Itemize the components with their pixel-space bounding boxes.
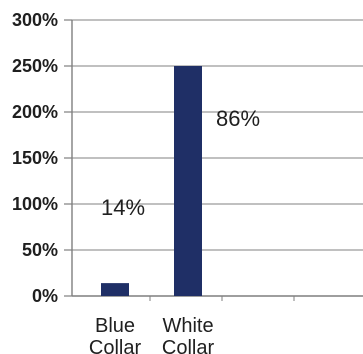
bar-1 bbox=[101, 283, 129, 296]
y-tick-label: 250% bbox=[12, 56, 58, 76]
y-tick-label: 200% bbox=[12, 102, 58, 122]
y-tick-label: 150% bbox=[12, 148, 58, 168]
data-label-2: 86% bbox=[216, 106, 260, 131]
bar-2 bbox=[174, 66, 202, 296]
x-category-label: Collar bbox=[162, 337, 215, 354]
data-label-1: 14% bbox=[101, 195, 145, 220]
labels: 300%250%200%150%100%50%0%BlueCollarWhite… bbox=[12, 10, 260, 354]
y-tick-label: 300% bbox=[12, 10, 58, 30]
y-tick-label: 50% bbox=[22, 240, 58, 260]
x-category-label: White bbox=[162, 315, 213, 337]
x-category-label: Collar bbox=[89, 337, 142, 354]
y-tick-label: 100% bbox=[12, 194, 58, 214]
axes bbox=[64, 19, 363, 301]
y-tick-label: 0% bbox=[32, 286, 58, 306]
bars bbox=[101, 66, 202, 296]
x-category-label: Blue bbox=[95, 315, 135, 337]
gridlines bbox=[72, 19, 363, 251]
